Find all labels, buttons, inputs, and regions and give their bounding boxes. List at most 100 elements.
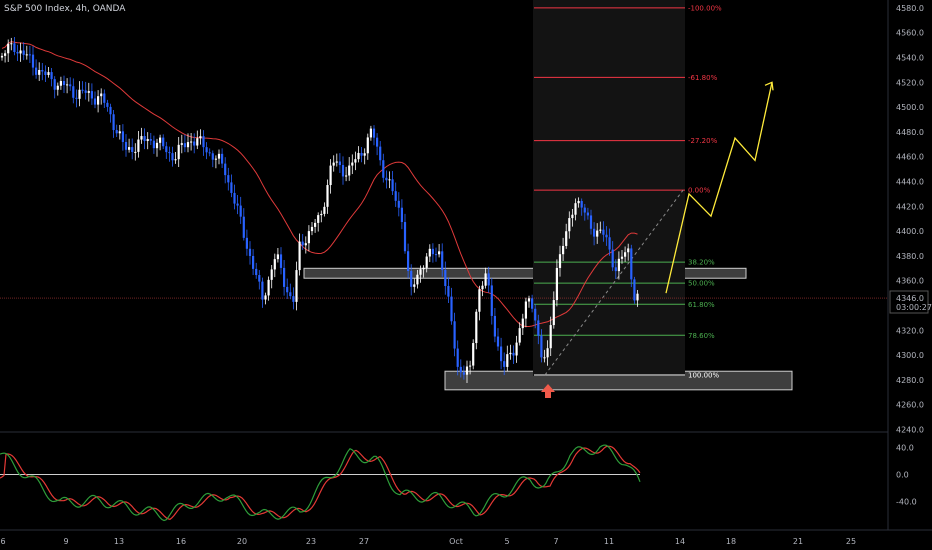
candle-body [146, 139, 149, 142]
fib-level-label: 38.20% [688, 259, 715, 267]
candle-body [90, 91, 93, 99]
candle-body [410, 271, 413, 287]
price-tick-label: 4580.0 [896, 4, 924, 13]
candle-body [335, 161, 338, 163]
candle-body [134, 151, 137, 153]
candle-body [450, 296, 453, 322]
candle-body [630, 248, 633, 280]
candle-body [50, 72, 53, 80]
candle-body [599, 229, 602, 231]
candle-body [531, 298, 534, 309]
candle-body [199, 136, 202, 139]
candle-body [78, 89, 81, 99]
fib-shaded-area [533, 0, 685, 376]
candle-body [248, 248, 252, 256]
candle-body [338, 161, 341, 166]
candle-body [317, 215, 320, 223]
candle-body [66, 84, 69, 86]
candle-body [456, 348, 459, 367]
candle-body [407, 251, 410, 272]
candle-body [382, 160, 385, 178]
candle-body [562, 245, 565, 255]
candle-body [354, 159, 357, 163]
candle-body [137, 139, 140, 152]
candle-body [304, 243, 307, 246]
candle-body [97, 96, 100, 105]
candle-body [469, 365, 472, 367]
candle-body [217, 153, 221, 159]
candle-body [518, 328, 521, 343]
candle-body [376, 137, 379, 147]
price-tick-label: 4280.0 [896, 376, 924, 385]
candle-body [369, 128, 372, 138]
candle-body [593, 228, 596, 237]
candle-body [62, 81, 66, 85]
candle-body [4, 53, 7, 56]
osc-tick-label: 0.0 [896, 471, 909, 480]
candle-body [174, 159, 177, 161]
candle-body [31, 54, 35, 68]
last-price-tag-box [889, 290, 929, 314]
time-tick-label: 9 [63, 537, 68, 546]
candle-body [267, 279, 270, 296]
candle-body [190, 141, 193, 143]
candle-body [239, 205, 242, 217]
candle-body [509, 352, 512, 355]
candle-body [583, 207, 586, 213]
candle-body [245, 237, 248, 249]
candle-body [69, 84, 72, 87]
candle-body [608, 237, 611, 250]
candle-body [87, 91, 90, 93]
candle-body [162, 137, 165, 147]
fib-level-label: -27.20% [688, 137, 718, 145]
candle-body [326, 185, 329, 207]
candle-body [537, 320, 540, 336]
price-tick-label: 4300.0 [896, 351, 924, 360]
candle-body [617, 258, 620, 272]
time-axis[interactable]: 6 9 13 16 20 23 27 Oct 5 7 11 14 18 21 25 [0, 537, 856, 546]
candle-body [180, 143, 183, 145]
time-tick-label: 11 [604, 537, 614, 546]
candle-body [419, 269, 422, 275]
candle-body [273, 259, 276, 270]
candle-body [549, 325, 552, 349]
candle-body [441, 251, 444, 270]
candle-body [366, 137, 369, 154]
fib-level-label: 61.80% [688, 301, 715, 309]
time-tick-label: 21 [793, 537, 803, 546]
time-tick-label: 20 [237, 537, 247, 546]
candle-body [298, 241, 301, 271]
time-tick-label: 18 [726, 537, 736, 546]
candle-body [534, 308, 537, 321]
osc-k-line [0, 444, 641, 522]
candle-body [577, 200, 580, 204]
candle-body [422, 267, 425, 270]
candle-body [283, 267, 286, 287]
candle-body [555, 267, 558, 301]
candle-body [81, 89, 84, 91]
candle-body [425, 256, 428, 268]
candle-body [571, 214, 574, 219]
candle-body [363, 153, 366, 156]
price-tick-label: 4360.0 [896, 277, 924, 286]
candle-body [106, 102, 109, 107]
fib-level-label: 50.00% [688, 280, 715, 288]
candle-body [35, 67, 38, 75]
osc-tick-label: 40.0 [896, 443, 914, 452]
time-tick-label: 23 [306, 537, 316, 546]
candle-body [521, 318, 524, 329]
candle-body [481, 285, 484, 290]
candle-body [580, 200, 583, 208]
price-tick-label: 4440.0 [896, 178, 924, 187]
candle-body [459, 366, 462, 373]
candle-body [403, 222, 407, 252]
candle-body [155, 142, 159, 149]
price-tick-label: 4240.0 [896, 426, 924, 435]
price-tick-label: 4480.0 [896, 128, 924, 137]
candle-body [379, 146, 382, 161]
candle-body [16, 52, 19, 54]
price-tick-label: 4560.0 [896, 29, 924, 38]
candle-body [565, 231, 568, 246]
candle-body [115, 130, 118, 134]
